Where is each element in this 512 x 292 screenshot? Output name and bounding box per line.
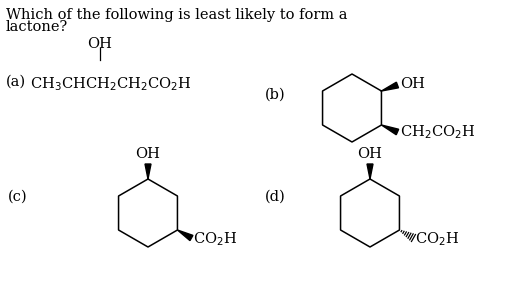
Text: Which of the following is least likely to form a: Which of the following is least likely t… [6, 8, 348, 22]
Text: (c): (c) [8, 190, 28, 204]
Text: OH: OH [136, 147, 160, 161]
Text: OH: OH [357, 147, 382, 161]
Text: (b): (b) [265, 88, 286, 102]
Text: OH: OH [400, 77, 425, 91]
Text: CO$_2$H: CO$_2$H [194, 230, 238, 248]
Polygon shape [381, 125, 399, 135]
Polygon shape [367, 164, 373, 179]
Polygon shape [178, 230, 193, 241]
Text: (a): (a) [6, 75, 26, 89]
Text: CH$_3$CHCH$_2$CH$_2$CO$_2$H: CH$_3$CHCH$_2$CH$_2$CO$_2$H [30, 75, 191, 93]
Polygon shape [145, 164, 151, 179]
Text: CO$_2$H: CO$_2$H [415, 230, 460, 248]
Text: (d): (d) [265, 190, 286, 204]
Polygon shape [381, 82, 398, 91]
Text: OH: OH [88, 37, 113, 51]
Text: CH$_2$CO$_2$H: CH$_2$CO$_2$H [400, 123, 476, 141]
Text: lactone?: lactone? [6, 20, 68, 34]
